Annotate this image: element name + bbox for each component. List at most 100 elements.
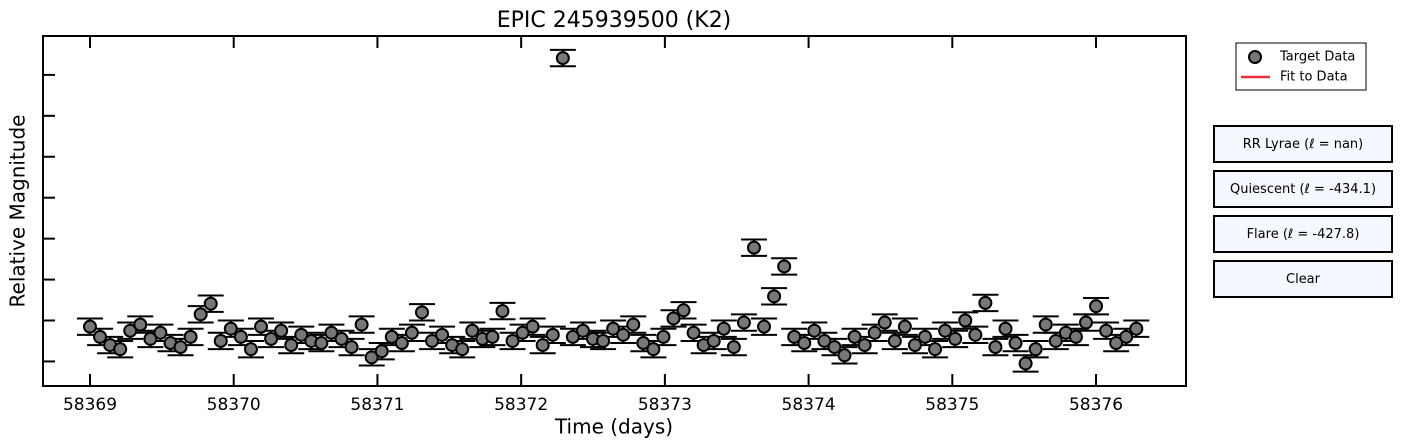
x-tick-label: 58369 (63, 395, 117, 415)
legend-label: Fit to Data (1280, 70, 1348, 85)
data-point (243, 342, 258, 357)
data-point (656, 329, 671, 344)
data-point (113, 342, 128, 357)
model-button[interactable]: Flare (ℓ = -427.8) (1213, 215, 1393, 253)
data-point (193, 307, 208, 322)
x-tick-label: 58372 (494, 395, 548, 415)
data-point (757, 319, 772, 334)
data-point (817, 333, 832, 348)
x-tick-label: 58376 (1069, 395, 1123, 415)
data-point (736, 315, 751, 330)
data-point (1028, 342, 1043, 357)
data-point (1078, 315, 1093, 330)
data-point (485, 329, 500, 344)
data-point (626, 317, 641, 332)
data-point (495, 304, 510, 319)
data-point (414, 305, 429, 320)
data-point (616, 327, 631, 342)
x-tick-label: 58373 (638, 395, 692, 415)
legend-box (1235, 42, 1367, 91)
data-point (575, 323, 590, 338)
x-tick-label: 58374 (782, 395, 836, 415)
data-point (213, 333, 228, 348)
x-tick-label: 58375 (925, 395, 979, 415)
data-point (907, 338, 922, 353)
data-point (133, 317, 148, 332)
data-point (666, 311, 681, 326)
x-axis-label: Time (days) (554, 415, 673, 439)
data-point (746, 240, 761, 255)
data-point (847, 329, 862, 344)
data-point (344, 340, 359, 355)
data-point (505, 333, 520, 348)
data-point (998, 321, 1013, 336)
data-point (203, 296, 218, 311)
data-point (284, 338, 299, 353)
legend-marker (1248, 50, 1262, 64)
data-point (797, 336, 812, 351)
data-point (928, 342, 943, 357)
x-tick-label: 58370 (207, 395, 261, 415)
data-point (938, 323, 953, 338)
data-point (686, 325, 701, 340)
data-point (1109, 336, 1124, 351)
chart-title: EPIC 245939500 (K2) (497, 8, 732, 33)
data-point (948, 331, 963, 346)
data-point (807, 323, 822, 338)
data-point (716, 321, 731, 336)
data-point (264, 331, 279, 346)
data-point (958, 313, 973, 328)
data-point (1068, 329, 1083, 344)
data-point (294, 327, 309, 342)
data-point (173, 340, 188, 355)
data-point (837, 348, 852, 363)
data-point (606, 321, 621, 336)
data-point (233, 329, 248, 344)
data-point (1008, 336, 1023, 351)
data-point (555, 51, 570, 66)
data-point (887, 333, 902, 348)
data-point (525, 319, 540, 334)
data-point (596, 333, 611, 348)
legend-label: Target Data (1279, 50, 1355, 65)
data-point (254, 319, 269, 334)
data-point (455, 342, 470, 357)
data-point (314, 336, 329, 351)
data-point (364, 350, 379, 365)
data-point (1089, 299, 1104, 314)
data-point (1129, 321, 1144, 336)
data-point (1038, 317, 1053, 332)
data-point (877, 315, 892, 330)
data-point (918, 329, 933, 344)
data-point (1119, 329, 1134, 344)
data-point (143, 331, 158, 346)
data-point (274, 323, 289, 338)
data-point (988, 340, 1003, 355)
data-point (374, 344, 389, 359)
model-button[interactable]: Quiescent (ℓ = -434.1) (1213, 170, 1393, 208)
data-point (545, 327, 560, 342)
x-tick-label: 58371 (350, 395, 404, 415)
data-point (123, 323, 138, 338)
data-point (354, 317, 369, 332)
model-button[interactable]: RR Lyrae (ℓ = nan) (1213, 125, 1393, 163)
data-point (223, 321, 238, 336)
data-point (867, 325, 882, 340)
data-point (777, 259, 792, 274)
data-point (646, 342, 661, 357)
data-point (153, 325, 168, 340)
model-button[interactable]: Clear (1213, 260, 1393, 298)
data-point (827, 340, 842, 355)
data-point (706, 333, 721, 348)
data-point (82, 319, 97, 334)
data-point (1099, 323, 1114, 338)
data-point (565, 329, 580, 344)
data-point (767, 289, 782, 304)
data-point (636, 336, 651, 351)
data-point (857, 338, 872, 353)
data-point (183, 329, 198, 344)
data-point (1018, 356, 1033, 371)
data-point (726, 340, 741, 355)
